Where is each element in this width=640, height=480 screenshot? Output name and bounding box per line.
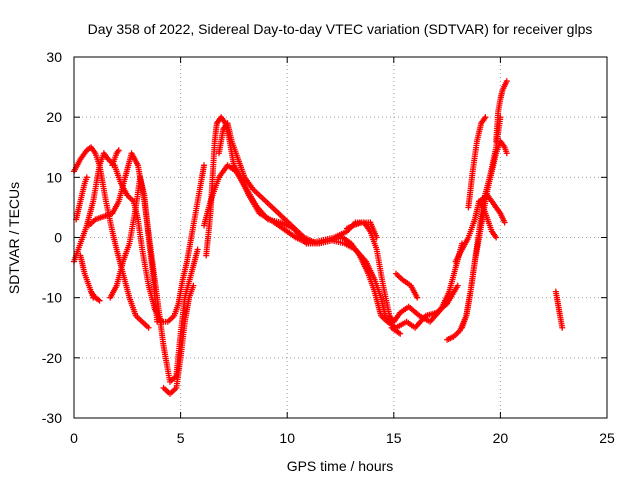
data-point [559, 324, 566, 331]
data-point [482, 114, 489, 121]
y-tick-label: 20 [46, 109, 62, 125]
x-axis-label: GPS time / hours [287, 458, 394, 474]
y-tick-label: -20 [42, 350, 62, 366]
data-series-arc-5 [88, 288, 103, 304]
y-tick-label: 0 [54, 230, 62, 246]
data-series-arc-12 [201, 162, 395, 325]
x-tick-label: 5 [177, 430, 185, 446]
data-point [201, 162, 208, 169]
data-points [71, 78, 566, 397]
y-tick-label: 30 [46, 49, 62, 65]
data-series-arc-17 [459, 138, 510, 331]
x-tick-label: 0 [70, 430, 78, 446]
data-series-arc-7 [107, 174, 161, 325]
data-series-arc-3 [73, 174, 90, 223]
x-tick-label: 20 [493, 430, 509, 446]
x-tick-label: 10 [279, 430, 295, 446]
x-tick-label: 15 [386, 430, 402, 446]
data-series-arc-14 [392, 270, 421, 301]
data-point [115, 147, 122, 154]
data-series-arc-18 [452, 198, 500, 265]
data-point [501, 219, 508, 226]
data-point [194, 246, 201, 253]
data-point [373, 234, 380, 241]
y-tick-label: 10 [46, 169, 62, 185]
data-series-arc-15 [388, 324, 404, 337]
data-point [397, 330, 404, 337]
chart-title: Day 358 of 2022, Sidereal Day-to-day VTE… [88, 21, 593, 37]
data-point [83, 174, 90, 181]
data-point [190, 282, 197, 289]
axis-ticks: 0 5 10 15 20 25 -30 -20 -10 0 10 20 30 [42, 49, 615, 446]
data-point [493, 234, 500, 241]
x-tick-label: 25 [599, 430, 615, 446]
data-series-arc-20 [476, 192, 508, 226]
data-point [145, 324, 152, 331]
data-point [388, 318, 395, 325]
data-series-arc-13 [343, 219, 380, 241]
data-point [454, 282, 461, 289]
data-point [154, 318, 161, 325]
data-series-arc-9 [160, 282, 197, 397]
y-tick-label: -10 [42, 290, 62, 306]
y-tick-label: -30 [42, 410, 62, 426]
data-series-arc-19 [465, 114, 489, 211]
data-point [414, 294, 421, 301]
data-point [503, 78, 510, 85]
data-series-arc-4 [77, 252, 97, 301]
data-series-arc-22 [552, 288, 566, 331]
data-point [503, 150, 510, 157]
data-series-arc-11 [215, 120, 461, 331]
y-axis-label: SDTVAR / TECUs [6, 182, 22, 294]
data-series-arc-21 [493, 78, 510, 145]
data-series-arc-8 [109, 147, 122, 169]
data-point [96, 297, 103, 304]
